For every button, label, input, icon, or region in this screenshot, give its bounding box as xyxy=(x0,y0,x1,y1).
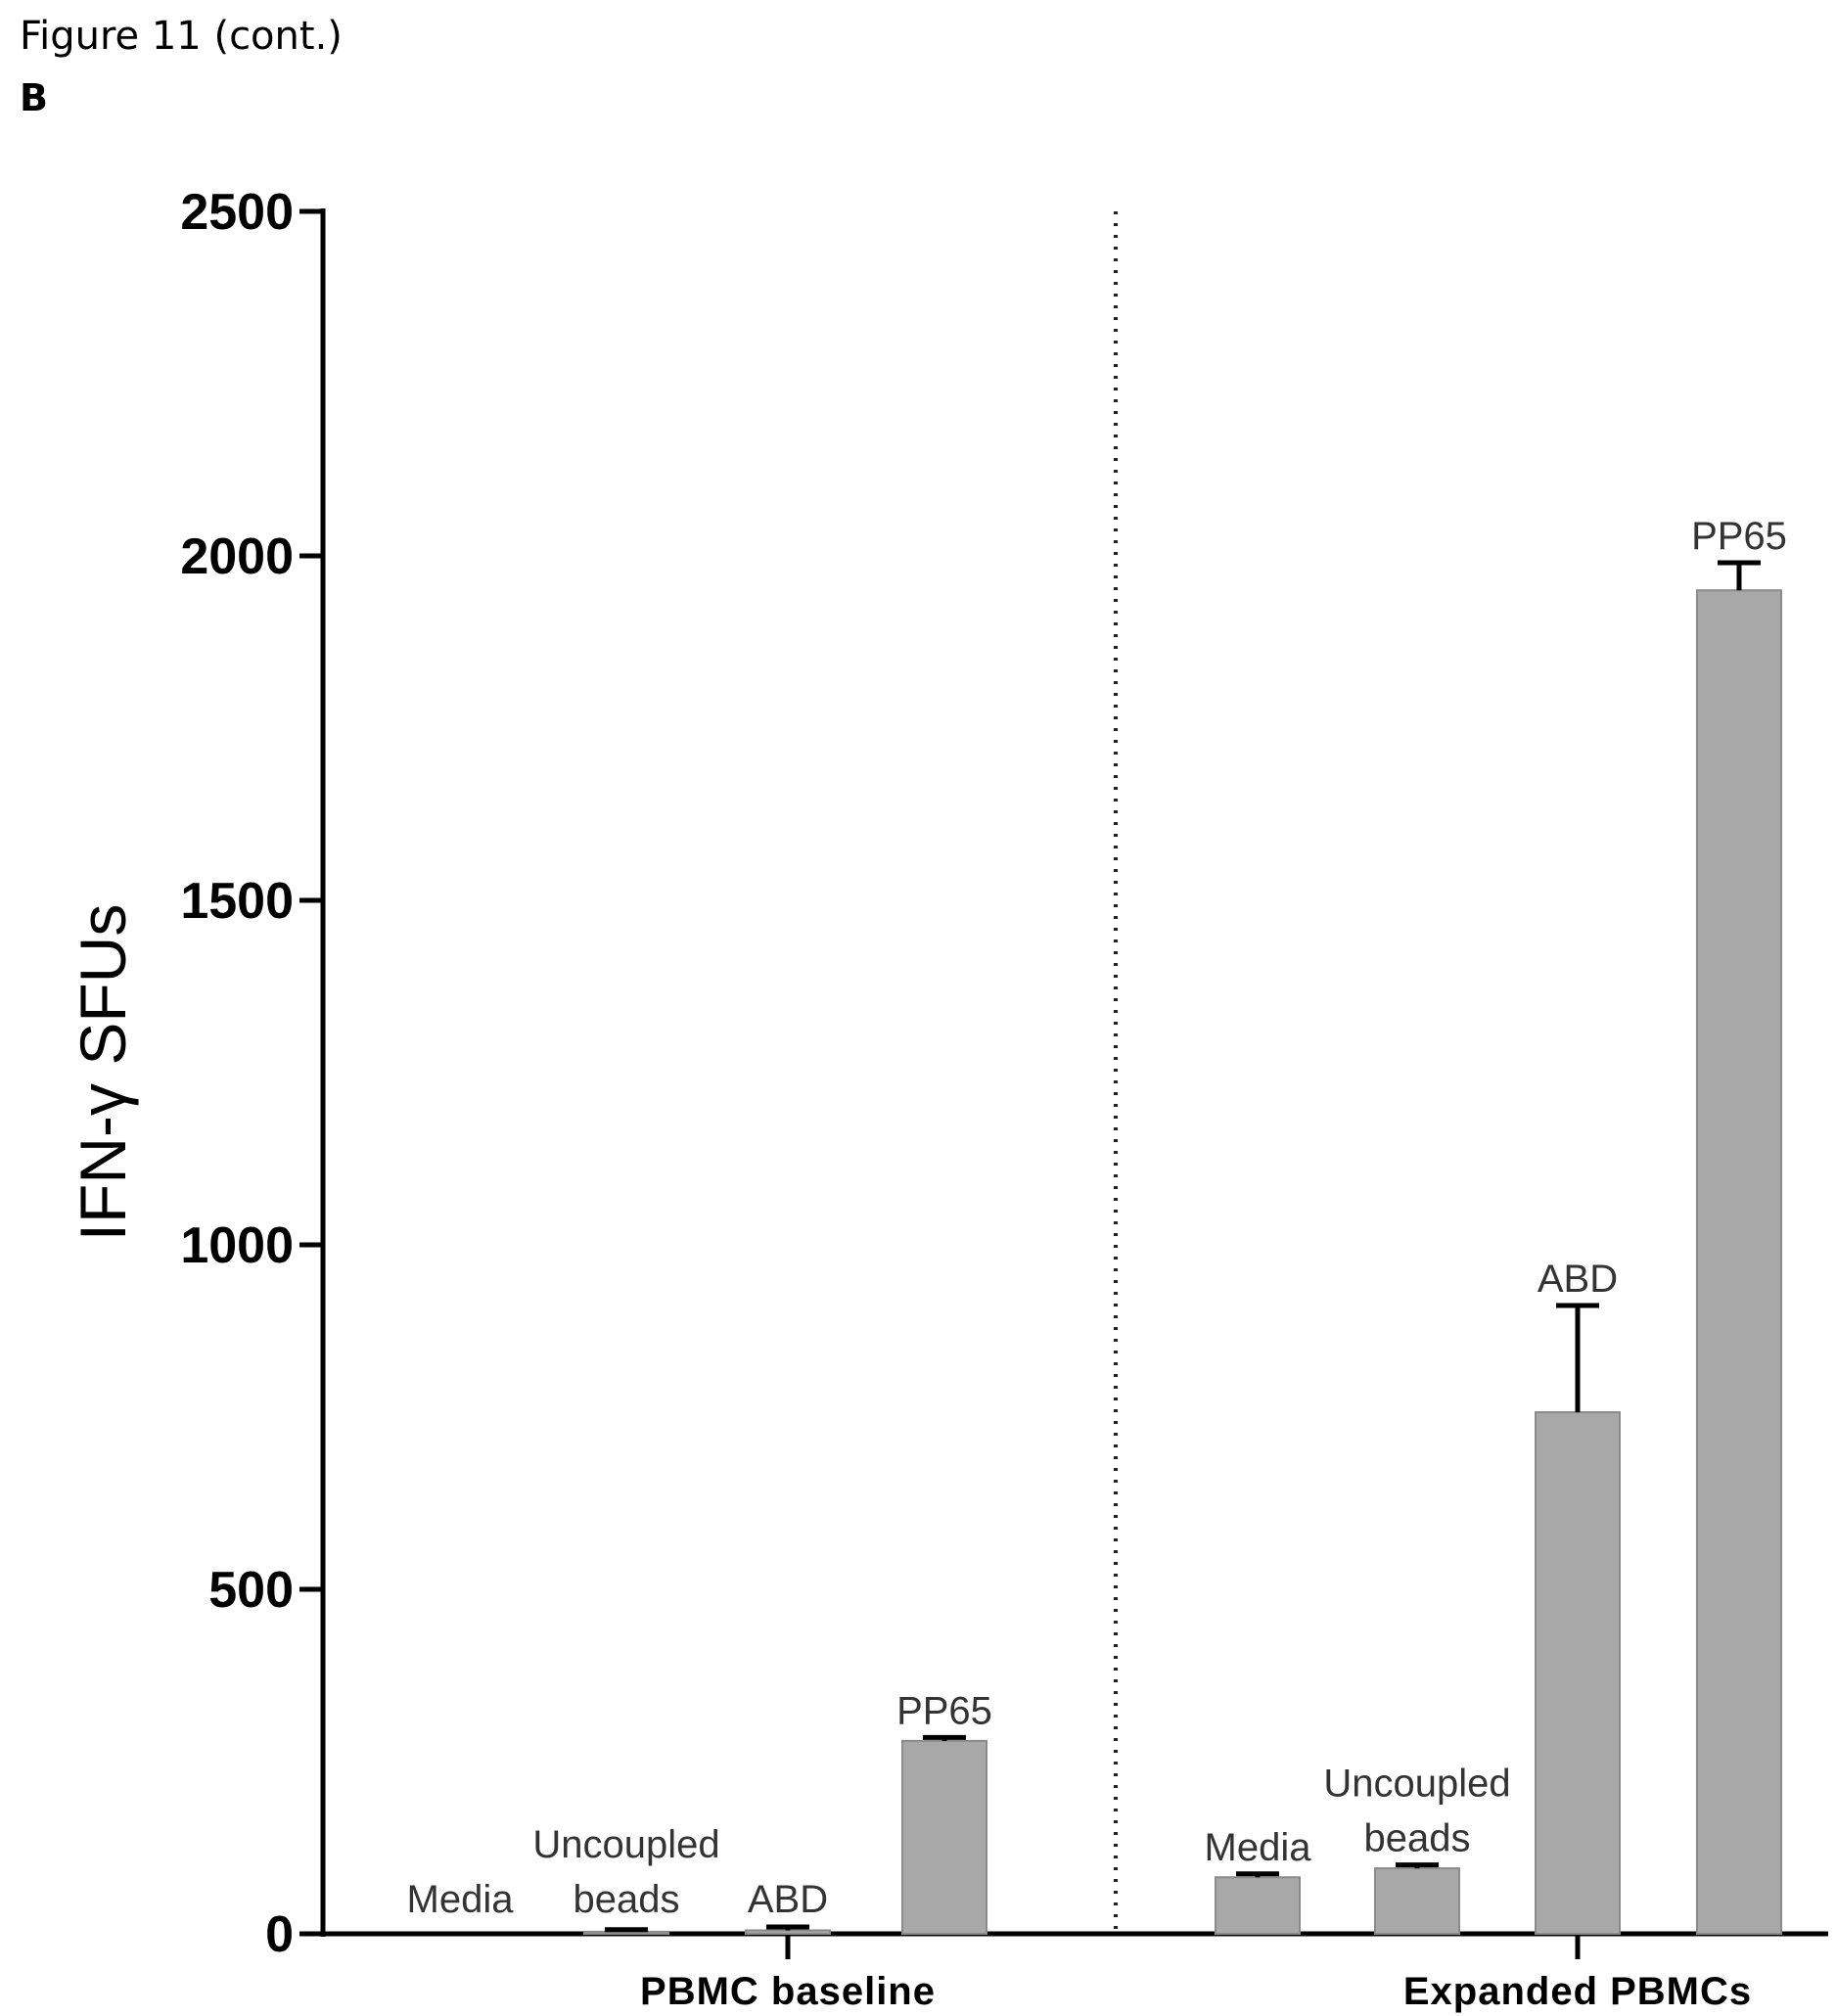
panel-letter: B xyxy=(20,76,48,119)
y-tick-label: 500 xyxy=(208,1562,294,1619)
bar xyxy=(1535,1411,1621,1935)
bar-label: Uncoupled xyxy=(532,1823,719,1866)
bar-label: PP65 xyxy=(896,1689,992,1732)
bar-label: ABD xyxy=(748,1878,828,1921)
bar xyxy=(901,1739,987,1935)
bar-label: ABD xyxy=(1538,1258,1618,1301)
bar-label: Media xyxy=(407,1878,515,1921)
bar-label: beads xyxy=(1364,1817,1471,1860)
x-group-label: PBMC baseline xyxy=(640,1970,936,2013)
bar-label: beads xyxy=(574,1878,680,1921)
y-tick-label: 1000 xyxy=(180,1217,294,1274)
bar-label: Media xyxy=(1205,1826,1312,1869)
bar xyxy=(1215,1876,1301,1935)
y-tick-label: 1500 xyxy=(180,873,294,930)
figure-caption: Figure 11 (cont.) xyxy=(20,14,343,59)
y-tick-label: 2500 xyxy=(180,184,294,241)
bar xyxy=(745,1929,831,1935)
y-tick-label: 2000 xyxy=(180,528,294,585)
x-group-label: Expanded PBMCs xyxy=(1403,1970,1752,2013)
bar-label: PP65 xyxy=(1691,515,1787,558)
bar xyxy=(1696,589,1782,1936)
bar-label: Uncoupled xyxy=(1323,1763,1510,1806)
y-tick-label: 0 xyxy=(265,1906,294,1963)
y-axis-title: IFN-γ SFUs xyxy=(67,904,139,1242)
bar xyxy=(1374,1867,1460,1935)
